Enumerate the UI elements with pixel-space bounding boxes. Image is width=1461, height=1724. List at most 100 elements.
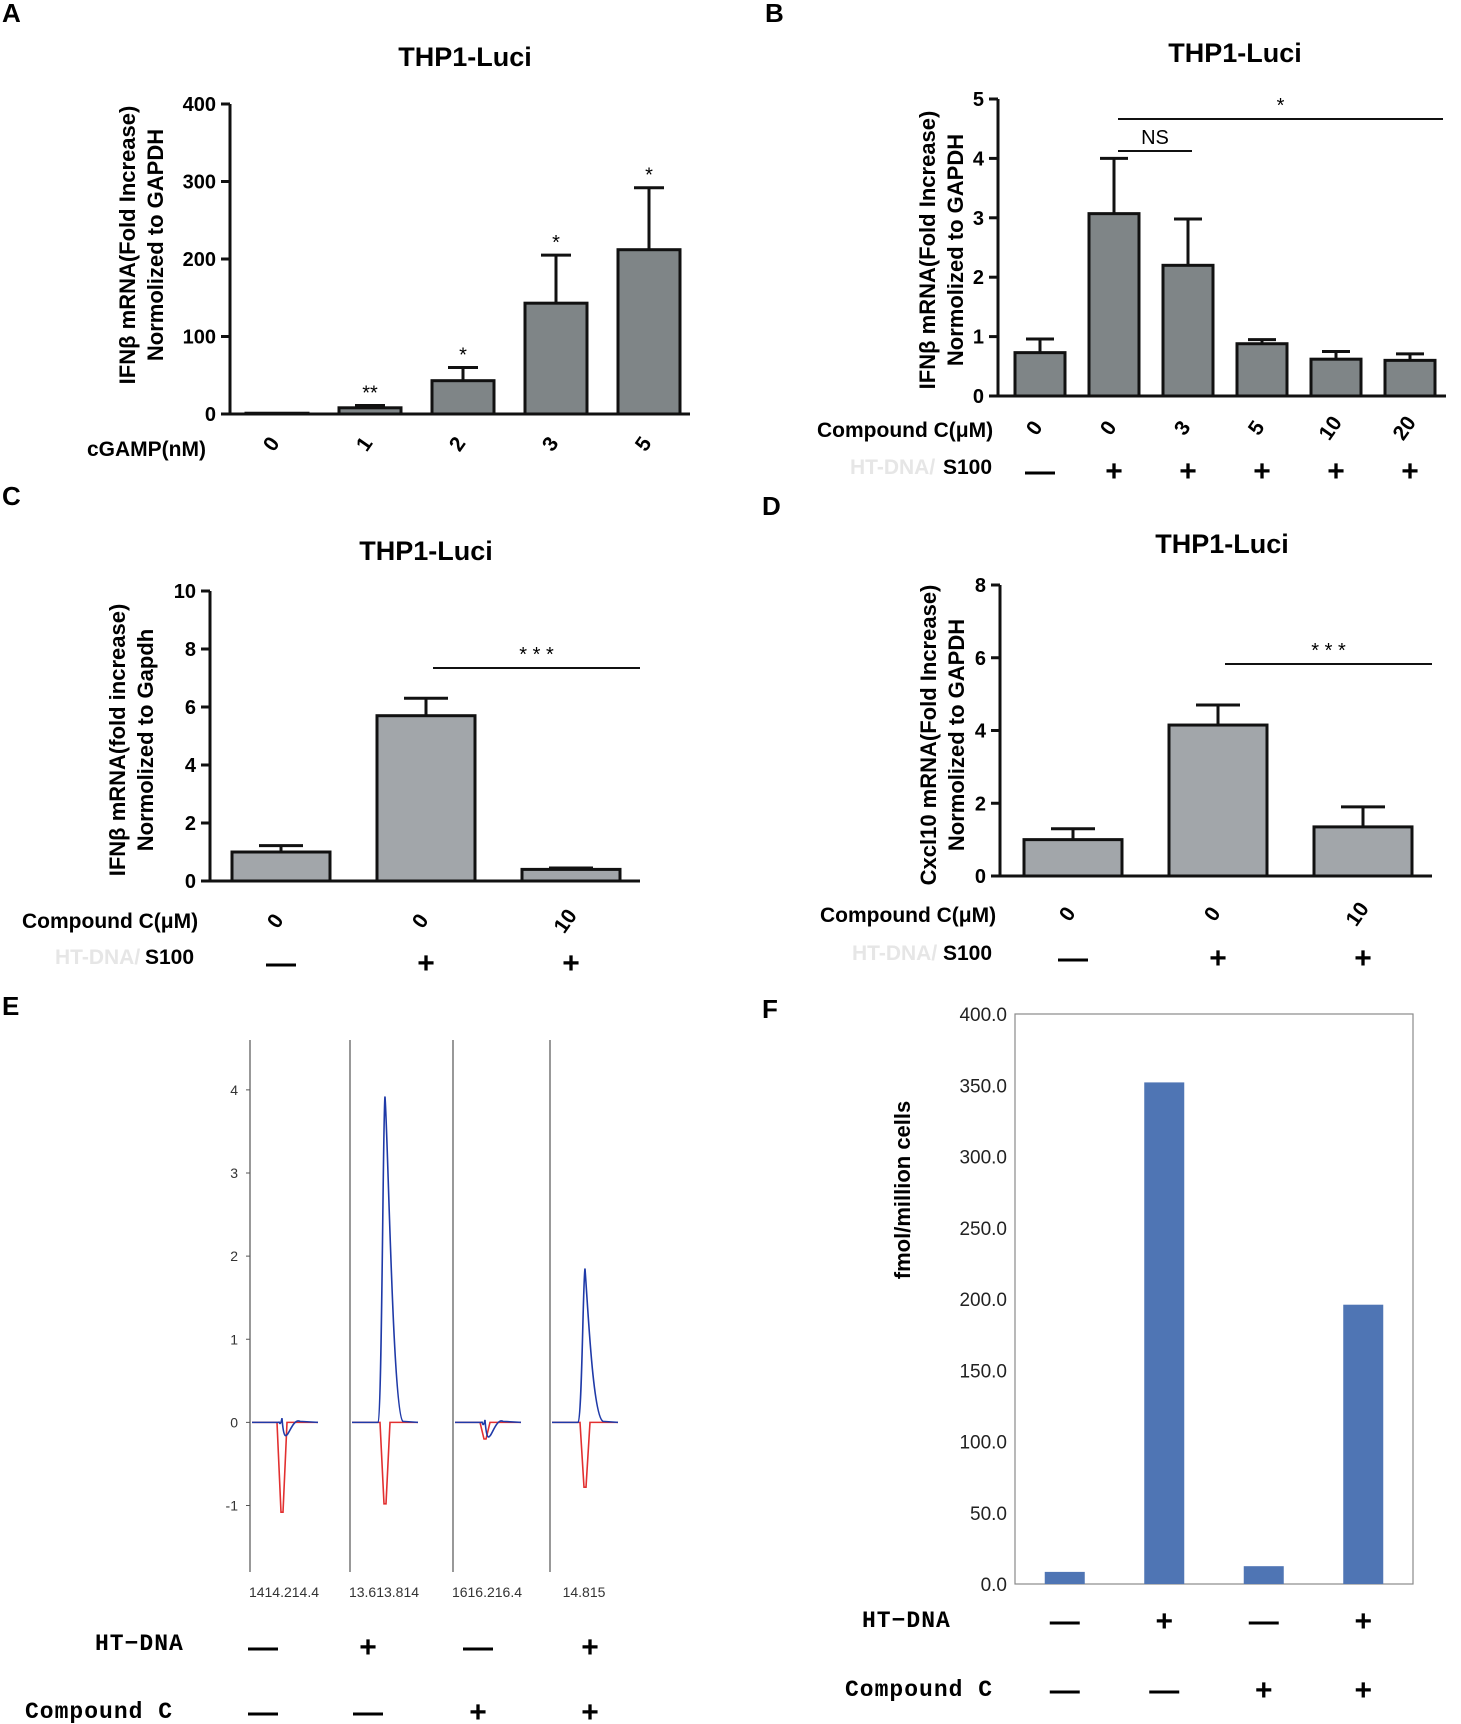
panel-c-y-tick-label: 0 — [185, 871, 196, 893]
panel-e-x-tick-label: 13.613.814 — [349, 1584, 419, 1600]
panel-e-row1-label: HT−DNA — [95, 1631, 184, 1657]
panel-b-row2-sign: + — [1401, 455, 1419, 488]
panel-f-row2-sign: + — [1255, 1674, 1273, 1707]
panel-b-bar — [1383, 358, 1437, 398]
panel-e-y-tick-label: 2 — [230, 1248, 238, 1264]
panel-c-bar — [375, 714, 477, 883]
panel-f-row2-label: Compound C — [845, 1677, 993, 1703]
panel-e-red-trace — [552, 1421, 618, 1489]
panel-b-row2-sign: + — [1253, 455, 1271, 488]
panel-e-row2-sign: + — [469, 1696, 487, 1724]
panel-d-ylabel-line2: Normolized to GAPDH — [944, 619, 969, 851]
panel-f-bar — [1144, 1082, 1185, 1584]
panel-c-y-tick-label: 4 — [185, 755, 197, 777]
panel-d-title: THP1-Luci — [1155, 529, 1289, 559]
panel-b-category-label: 3 — [1170, 417, 1196, 440]
panel-f-row2-sign: — — [1149, 1674, 1179, 1707]
panel-b-category-label: 10 — [1315, 412, 1347, 444]
panel-f-row2-sign: + — [1354, 1674, 1372, 1707]
panel-a-bar — [616, 248, 682, 416]
panel-label-c: C — [2, 481, 21, 511]
panel-e-blue-trace — [352, 1096, 419, 1424]
panel-e-blue-trace — [552, 1268, 619, 1424]
panel-a-bar — [523, 301, 589, 416]
panel-a-y-tick-label: 400 — [183, 94, 216, 116]
panel-d-row2-label: S100 — [943, 942, 992, 965]
panel-c-y-tick-label: 8 — [185, 639, 196, 661]
panel-a-y-tick-label: 100 — [183, 327, 216, 349]
panel-e-blue-trace — [252, 1418, 319, 1437]
panel-a-significance: ** — [362, 382, 378, 404]
panel-a-category-label: 3 — [538, 433, 564, 456]
panel-f-chart: fmol/million cells HT−DNA Compound C 0.0… — [845, 1005, 1414, 1707]
panel-b-row2-sign: — — [1025, 455, 1055, 488]
panel-e-x-tick-label: 14.815 — [563, 1584, 606, 1600]
panel-b-bar — [1013, 351, 1067, 398]
panel-c-row2-sign: — — [266, 947, 296, 980]
panel-a-category-label: 5 — [631, 433, 657, 456]
panel-e-y-tick-label: 0 — [230, 1414, 238, 1430]
panel-a-ylabel-line1: IFNβ mRNA(Fold Increase) — [115, 106, 140, 385]
panel-d-ylabel-line1: Cxcl10 mRNA(Fold Increase) — [916, 585, 941, 886]
panel-c-bar — [520, 867, 622, 883]
panel-d-y-tick-label: 8 — [975, 575, 986, 597]
panel-b-y-tick-label: 5 — [973, 89, 984, 111]
panel-b-bar — [1087, 212, 1141, 398]
panel-b-bracket-label: NS — [1141, 127, 1169, 149]
panel-c-row2-sign: + — [562, 947, 580, 980]
panel-c-title: THP1-Luci — [359, 536, 493, 566]
panel-e-row2-sign: — — [248, 1696, 278, 1724]
panel-c-bracket-label: * * * — [519, 644, 554, 666]
panel-c-row2-sign: + — [417, 947, 435, 980]
panel-a-chart: THP1-Luci IFNβ mRNA(Fold Increase) Normo… — [87, 42, 690, 461]
panel-e-row1-sign: — — [463, 1631, 493, 1664]
panel-d-row2-sign: — — [1058, 942, 1088, 975]
panel-f-row1-sign: — — [1050, 1605, 1080, 1638]
panel-a-significance: * — [459, 345, 467, 367]
panel-c-category-label: 0 — [408, 910, 434, 933]
panel-f-y-tick-label: 250.0 — [959, 1219, 1007, 1240]
panel-f-bar — [1343, 1304, 1384, 1584]
panel-d-row-label: Compound C(μM) — [820, 904, 996, 927]
panel-f-row1-sign: — — [1249, 1605, 1279, 1638]
panel-b-row2-label: S100 — [943, 456, 992, 479]
panel-e-row1-sign: + — [359, 1631, 377, 1664]
panel-e-row2-sign: — — [353, 1696, 383, 1724]
panel-f-bar — [1243, 1566, 1284, 1584]
panel-c-row-label: Compound C(μM) — [22, 910, 198, 933]
panel-b-y-tick-label: 0 — [973, 386, 984, 408]
panel-b-ylabel-line2: Normolized to GAPDH — [943, 134, 968, 366]
panel-b-chart: THP1-Luci IFNβ mRNA(Fold Increase) Normo… — [817, 38, 1446, 488]
panel-f-y-tick-label: 50.0 — [970, 1504, 1007, 1525]
panel-b-row2-sign: + — [1327, 455, 1345, 488]
panel-e-row2-sign: + — [581, 1696, 599, 1724]
panel-f-y-tick-label: 200.0 — [959, 1290, 1007, 1311]
panel-c-row2-faint: HT-DNA/ — [55, 946, 140, 969]
panel-b-y-tick-label: 3 — [973, 208, 984, 230]
panel-b-category-label: 0 — [1022, 417, 1048, 440]
panel-e-row2-label: Compound C — [25, 1699, 173, 1724]
panel-f-row2-sign: — — [1050, 1674, 1080, 1707]
panel-label-d: D — [762, 491, 781, 521]
panel-a-bar — [337, 406, 403, 416]
panel-c-ylabel-line1: IFNβ mRNA(fold increase) — [105, 604, 130, 877]
panel-b-row2-faint: HT-DNA/ — [850, 456, 935, 479]
panel-label-f: F — [762, 994, 778, 1024]
panel-d-y-tick-label: 0 — [975, 866, 986, 888]
panel-b-y-tick-label: 2 — [973, 267, 984, 289]
panel-f-bar — [1044, 1571, 1085, 1584]
panel-label-e: E — [2, 991, 19, 1021]
panel-a-row-label: cGAMP(nM) — [87, 438, 206, 461]
panel-d-chart: THP1-Luci Cxcl10 mRNA(Fold Increase) Nor… — [820, 529, 1432, 975]
panel-d-category-label: 0 — [1055, 903, 1081, 926]
panel-b-category-label: 0 — [1096, 417, 1122, 440]
panel-f-y-tick-label: 0.0 — [981, 1575, 1007, 1596]
panel-c-chart: THP1-Luci IFNβ mRNA(fold increase) Normo… — [22, 536, 640, 980]
panel-d-row2-faint: HT-DNA/ — [852, 942, 937, 965]
panel-b-bracket-label: * — [1277, 95, 1285, 117]
panel-d-category-label: 10 — [1342, 898, 1374, 930]
panel-f-y-tick-label: 300.0 — [959, 1148, 1007, 1169]
panel-e-blue-trace — [455, 1419, 522, 1438]
panel-f-ylabel: fmol/million cells — [890, 1101, 915, 1279]
panel-b-category-label: 20 — [1389, 412, 1421, 444]
